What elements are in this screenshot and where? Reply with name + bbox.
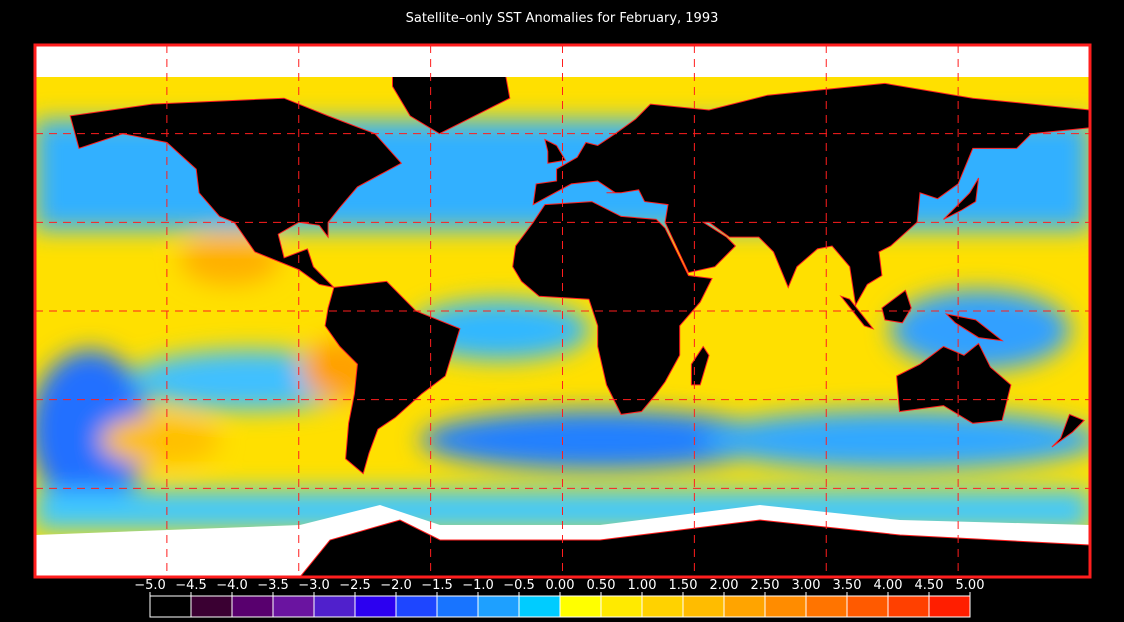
colorbar-swatch (723, 595, 766, 618)
colorbar-tick-label: 2.50 (751, 578, 780, 593)
colorbar-tick-label: 4.50 (915, 578, 944, 593)
map (35, 45, 1090, 577)
africa (512, 201, 713, 415)
colorbar-tick-label: 0.00 (546, 578, 575, 593)
australia (896, 342, 1012, 424)
colorbar-tick-label: 5.00 (956, 578, 985, 593)
colorbar-swatch (559, 595, 602, 618)
colorbar-tick-label: 2.00 (710, 578, 739, 593)
map-title: Satellite–only SST Anomalies for Februar… (406, 11, 719, 26)
colorbar-tick-label: −4.5 (175, 578, 207, 593)
antarctica (299, 519, 1090, 577)
colorbar-swatch (354, 595, 397, 618)
colorbar-swatch (600, 595, 643, 618)
colorbar-swatch (313, 595, 356, 618)
colorbar-swatch (477, 595, 520, 618)
colorbar-tick-label: −3.5 (257, 578, 289, 593)
colorbar-tick-label: 1.00 (628, 578, 657, 593)
land (69, 65, 1090, 475)
graticule (35, 45, 1090, 577)
eurasia (532, 82, 1090, 307)
sumatra (839, 295, 875, 330)
madagascar (690, 345, 710, 386)
japan (943, 177, 980, 220)
colorbar-swatch (231, 595, 274, 618)
colorbar-tick-label: −2.5 (339, 578, 371, 593)
colorbar-swatch (887, 595, 930, 618)
colorbar-tick-label: 3.00 (792, 578, 821, 593)
colorbar-tick-label: −0.5 (503, 578, 535, 593)
map-frame (33, 43, 1092, 579)
colorbar-tick-label: −3.0 (298, 578, 330, 593)
new-zealand (1051, 413, 1085, 448)
north-america (69, 97, 403, 289)
colorbar-tick-label: 1.50 (669, 578, 698, 593)
colorbar-swatch (436, 595, 479, 618)
colorbar-tick-label: 3.50 (833, 578, 862, 593)
south-america (324, 280, 461, 475)
colorbar-swatch (272, 595, 315, 618)
colorbar-swatch (149, 595, 192, 618)
colorbar-swatch (846, 595, 889, 618)
colorbar: −5.0 −4.5 −4.0 −3.5 −3.0 −2.5 −2.0 −1.5 −1.0 −0.5… (134, 578, 985, 618)
colorbar-swatch (682, 595, 725, 618)
colorbar-tick-label: −1.5 (421, 578, 453, 593)
colorbar-tick-label: −4.0 (216, 578, 248, 593)
colorbar-swatch (764, 595, 807, 618)
colorbar-tick-label: −2.0 (380, 578, 412, 593)
colorbar-tick-label: 0.50 (587, 578, 616, 593)
new-guinea (944, 313, 1004, 342)
colorbar-swatch (190, 595, 233, 618)
colorbar-swatch (395, 595, 438, 618)
colorbar-swatch (928, 595, 971, 618)
colorbar-tick-label: −5.0 (134, 578, 166, 593)
colorbar-tick-label: −1.0 (462, 578, 494, 593)
colorbar-swatch (805, 595, 848, 618)
colorbar-tick-label: 4.00 (874, 578, 903, 593)
colorbar-swatch (518, 595, 561, 618)
borneo (881, 289, 912, 324)
colorbar-swatch (641, 595, 684, 618)
